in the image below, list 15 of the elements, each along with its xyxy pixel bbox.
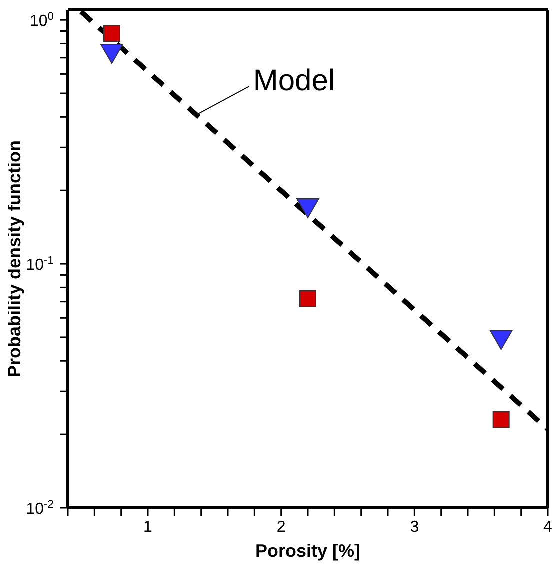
y-tick-label: 10$^{0}$ — [30, 11, 54, 30]
x-tick-label: 2 — [276, 519, 286, 536]
annotation: Model — [253, 64, 336, 98]
point — [490, 330, 513, 350]
point — [492, 411, 510, 428]
point — [104, 25, 120, 42]
x-tick-label: 1 — [144, 519, 153, 536]
point — [100, 44, 124, 64]
y-tick-label: 10$^{-2}$ — [26, 499, 54, 518]
x-axis-title: Porosity [%] — [255, 541, 361, 561]
x-tick-label: 4 — [544, 519, 553, 536]
point — [300, 290, 316, 308]
point — [296, 198, 320, 218]
y-tick-label: 10$^{-1}$ — [26, 255, 54, 274]
x-tick-label: 3 — [410, 519, 420, 536]
